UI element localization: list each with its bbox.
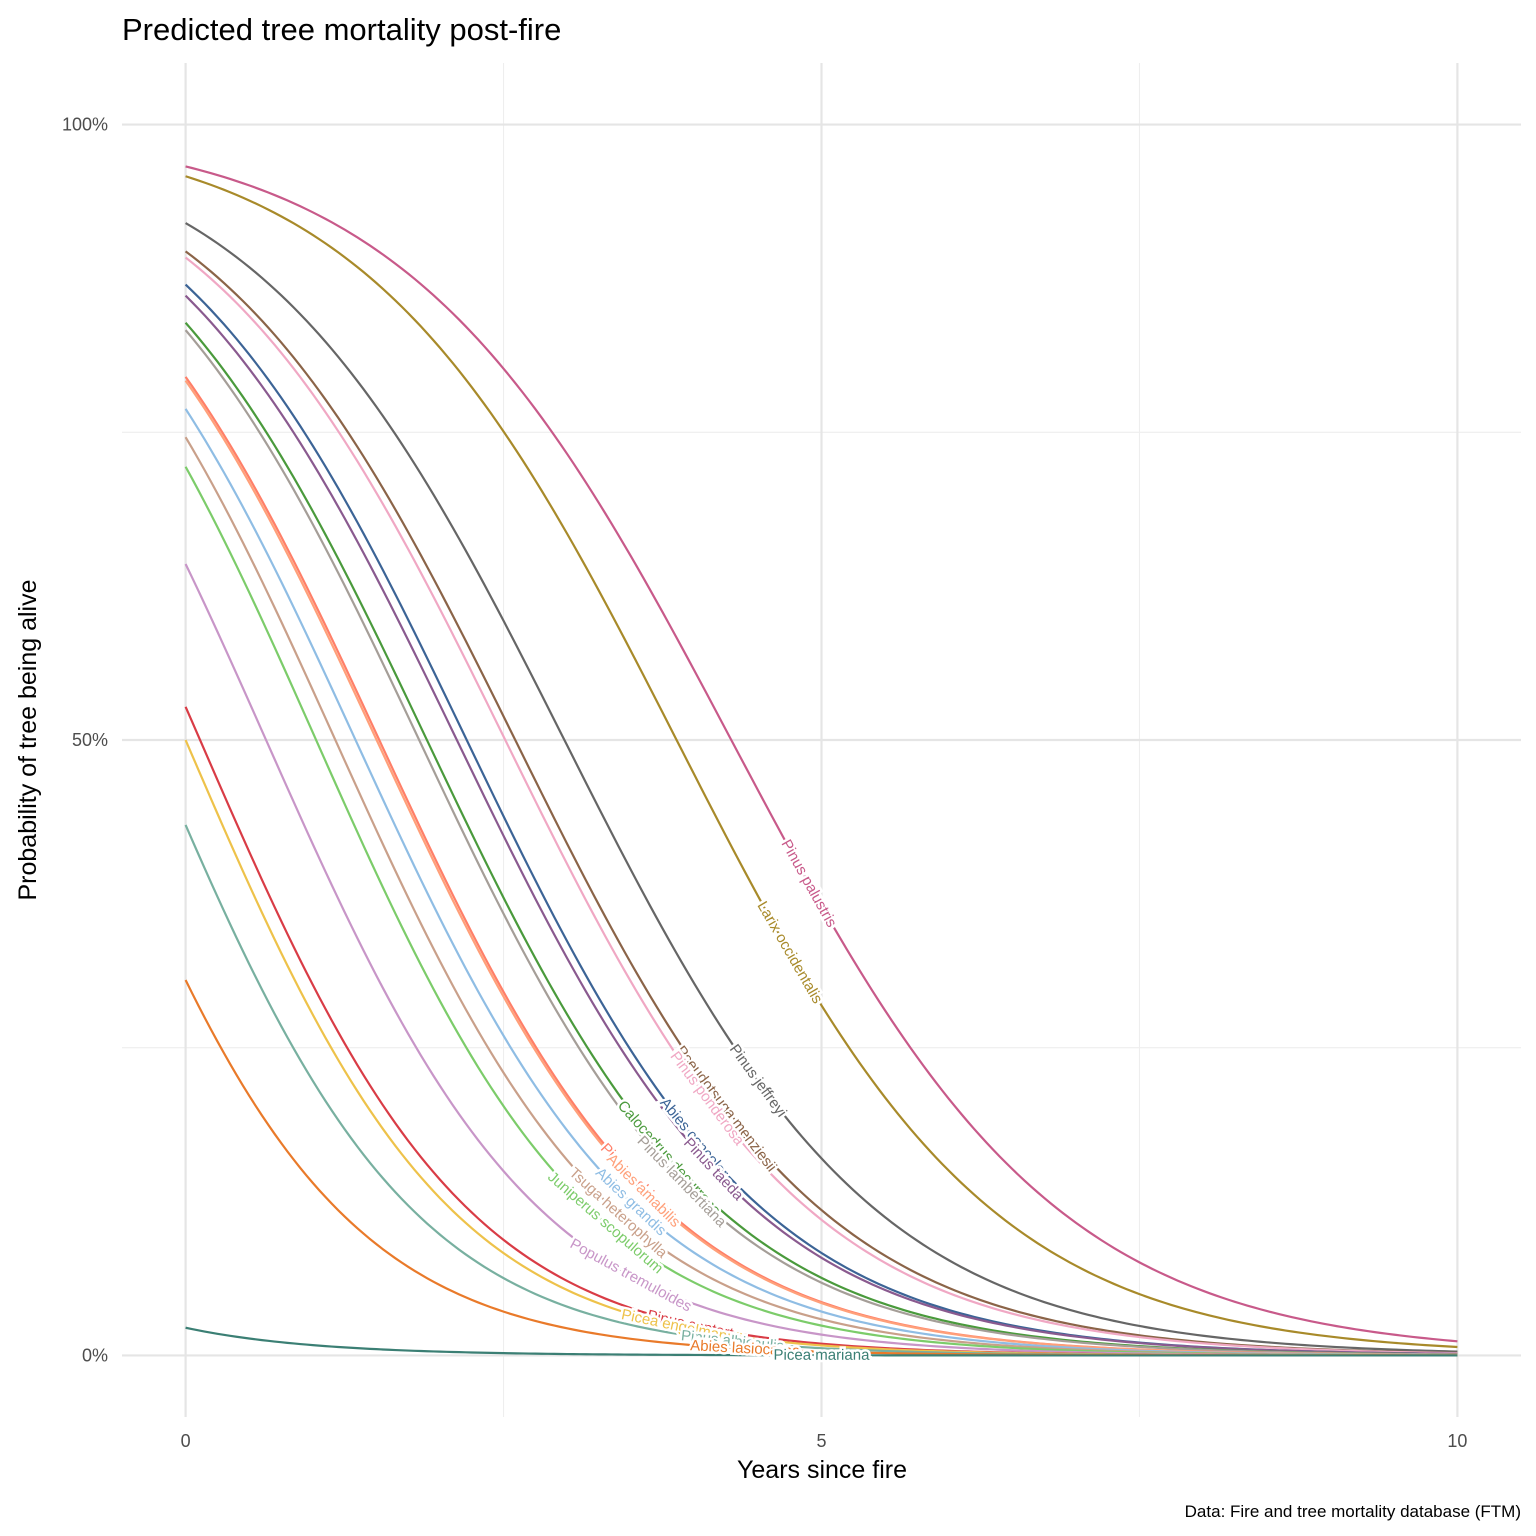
chart-caption: Data: Fire and tree mortality database (…	[1185, 1502, 1521, 1521]
x-axis-title: Years since fire	[737, 1456, 907, 1484]
y-axis-tick-labels: 0% 50% 100%	[62, 115, 108, 1366]
y-tick-label: 0%	[82, 1345, 108, 1365]
x-tick-label: 0	[181, 1431, 191, 1451]
series-lines	[184, 165, 1458, 1357]
series-label: Larix occidentalis	[754, 899, 826, 1007]
series-line	[185, 1326, 1458, 1357]
chart-title: Predicted tree mortality post-fire	[122, 12, 561, 47]
y-axis-title: Probability of tree being alive	[14, 579, 42, 900]
series-line	[184, 256, 1458, 1355]
series-line	[184, 294, 1458, 1356]
x-axis-tick-labels: 0 5 10	[181, 1431, 1468, 1451]
x-tick-label: 5	[816, 1431, 826, 1451]
x-tick-label: 10	[1447, 1431, 1467, 1451]
series-line	[185, 222, 1458, 1353]
series-label: Picea mariana	[774, 1347, 871, 1364]
series-line	[184, 329, 1458, 1356]
major-gridlines	[122, 63, 1521, 1417]
y-tick-label: 100%	[62, 115, 108, 135]
series-label: Pinus palustris	[778, 837, 841, 930]
series-line	[185, 165, 1458, 1343]
y-tick-label: 50%	[72, 730, 108, 750]
series-line	[185, 175, 1458, 1349]
